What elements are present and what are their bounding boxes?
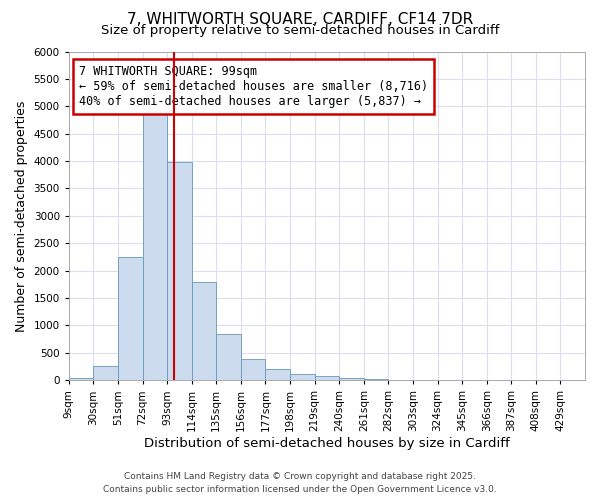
Bar xyxy=(364,379,388,380)
Text: 7, WHITWORTH SQUARE, CARDIFF, CF14 7DR: 7, WHITWORTH SQUARE, CARDIFF, CF14 7DR xyxy=(127,12,473,28)
Text: Contains HM Land Registry data © Crown copyright and database right 2025.
Contai: Contains HM Land Registry data © Crown c… xyxy=(103,472,497,494)
Bar xyxy=(94,366,118,380)
Y-axis label: Number of semi-detached properties: Number of semi-detached properties xyxy=(15,100,28,332)
Text: Size of property relative to semi-detached houses in Cardiff: Size of property relative to semi-detach… xyxy=(101,24,499,37)
Bar xyxy=(339,378,364,380)
Bar xyxy=(143,109,167,380)
Bar xyxy=(167,162,192,380)
Bar xyxy=(118,257,143,380)
Bar xyxy=(265,369,290,380)
Bar xyxy=(241,359,265,380)
Bar xyxy=(314,376,339,380)
Bar xyxy=(192,282,217,380)
X-axis label: Distribution of semi-detached houses by size in Cardiff: Distribution of semi-detached houses by … xyxy=(144,437,510,450)
Bar xyxy=(290,374,314,380)
Text: 7 WHITWORTH SQUARE: 99sqm
← 59% of semi-detached houses are smaller (8,716)
40% : 7 WHITWORTH SQUARE: 99sqm ← 59% of semi-… xyxy=(79,64,428,108)
Bar xyxy=(217,334,241,380)
Bar xyxy=(69,378,94,380)
